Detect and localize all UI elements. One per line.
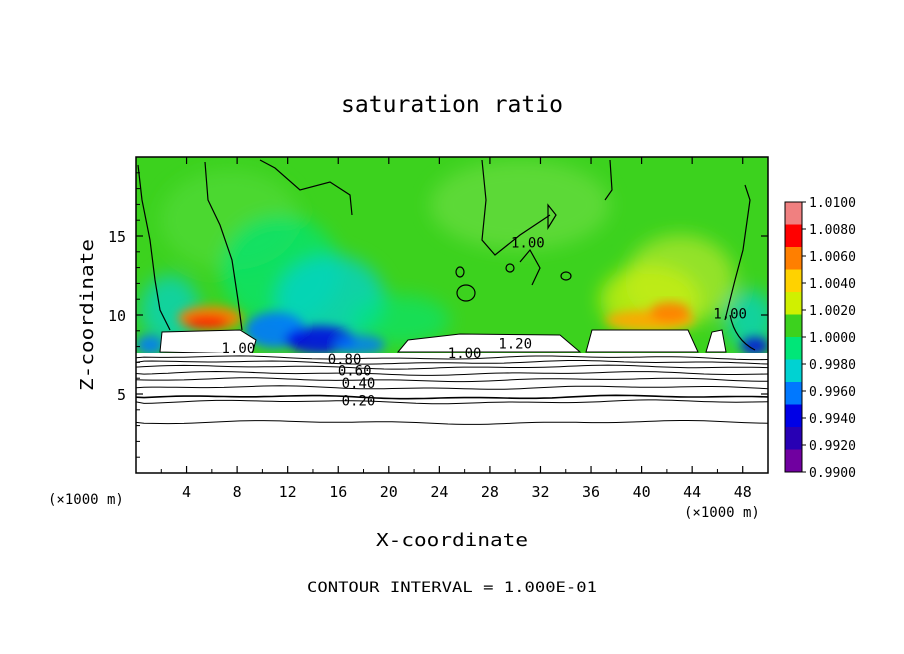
colorbar-label: 1.0100 [809, 196, 856, 211]
colorbar-label: 0.9980 [809, 358, 856, 373]
colorbar-label: 0.9920 [809, 439, 856, 454]
colorbar: 1.0100 1.0080 1.0060 1.0040 1.0020 1.0000 0.99… [784, 196, 856, 481]
colorbar-swatch [785, 202, 802, 225]
colorbar-swatch [785, 427, 802, 450]
contour-line [136, 370, 768, 376]
x-tick-label: 24 [430, 483, 448, 501]
colorbar-swatch [785, 382, 802, 405]
y-tick-label: 15 [108, 228, 126, 246]
x-tick-label: 20 [380, 483, 398, 501]
x-tick-label: 4 [182, 483, 191, 501]
x-unit-note-right: (×1000 m) [684, 505, 760, 521]
contour-line [136, 394, 768, 400]
contour-labels: 1.00 0.800.600.400.20 1.00 1.20 1.00 1.00 [222, 235, 747, 409]
x-tick-label: 32 [531, 483, 549, 501]
colorbar-label: 0.9960 [809, 385, 856, 400]
x-axis-ticks: 4 8 12 16 20 24 28 32 36 40 44 48 [160, 157, 752, 501]
colorbar-label: 1.0060 [809, 250, 856, 265]
colorbar-label: 0.9940 [809, 412, 856, 427]
x-tick-label: 44 [683, 483, 701, 501]
x-unit-note-left: (×1000 m) [48, 492, 124, 508]
colorbar-label: 1.0020 [809, 304, 856, 319]
contour-label: 1.00 [448, 346, 482, 362]
x-tick-label: 28 [481, 483, 499, 501]
x-tick-label: 36 [582, 483, 600, 501]
colorbar-swatch [785, 404, 802, 428]
x-tick-label: 16 [329, 483, 347, 501]
colorbar-label: 1.0080 [809, 223, 856, 238]
contour-label: 0.60 [338, 363, 372, 379]
chart-title: saturation ratio [341, 92, 563, 118]
y-tick-label: 10 [108, 307, 126, 325]
colorbar-swatch [785, 314, 802, 338]
contour-line [136, 420, 768, 425]
x-tick-label: 8 [233, 483, 242, 501]
plot-area [136, 157, 768, 473]
contour-label: 1.20 [498, 336, 532, 352]
contour-line [136, 385, 768, 390]
colorbar-label: 1.0040 [809, 277, 856, 292]
contour-interval-note: CONTOUR INTERVAL = 1.000E-01 [307, 580, 597, 596]
contour-label: 0.80 [328, 352, 362, 368]
x-tick-label: 40 [633, 483, 651, 501]
warm-bands [178, 302, 695, 330]
contour-label: 1.00 [222, 341, 256, 357]
contour-line [136, 355, 768, 361]
contour-line [136, 364, 768, 370]
contour-line [136, 399, 768, 405]
colorbar-label: 1.0000 [809, 331, 856, 346]
upper-contours [137, 159, 756, 351]
contour-label: 0.40 [342, 376, 376, 392]
colorbar-swatch [785, 337, 802, 360]
x-tick-label: 48 [734, 483, 752, 501]
y-axis-ticks: 5 10 15 [108, 172, 768, 458]
colorbar-swatch [785, 247, 802, 270]
contour-label: 0.20 [342, 393, 376, 409]
contour-line [136, 377, 768, 383]
colorbar-label: 0.9900 [809, 466, 856, 481]
contour-line [136, 360, 768, 365]
background-contours [136, 355, 768, 425]
colorbar-swatch [785, 292, 802, 315]
contour-label: 1.00 [713, 306, 747, 322]
colorbar-swatch [785, 449, 802, 473]
blue-bands [136, 312, 768, 355]
y-tick-label: 5 [117, 386, 126, 404]
colorbar-swatch [785, 359, 802, 383]
contour-label: 1.00 [511, 235, 545, 251]
x-tick-label: 12 [279, 483, 297, 501]
cloud-regions [136, 329, 768, 473]
y-axis-label: Z-coordinate [77, 239, 98, 391]
colorbar-swatch [785, 269, 802, 293]
x-axis-label: X-coordinate [376, 530, 528, 551]
colorbar-swatch [785, 224, 802, 248]
